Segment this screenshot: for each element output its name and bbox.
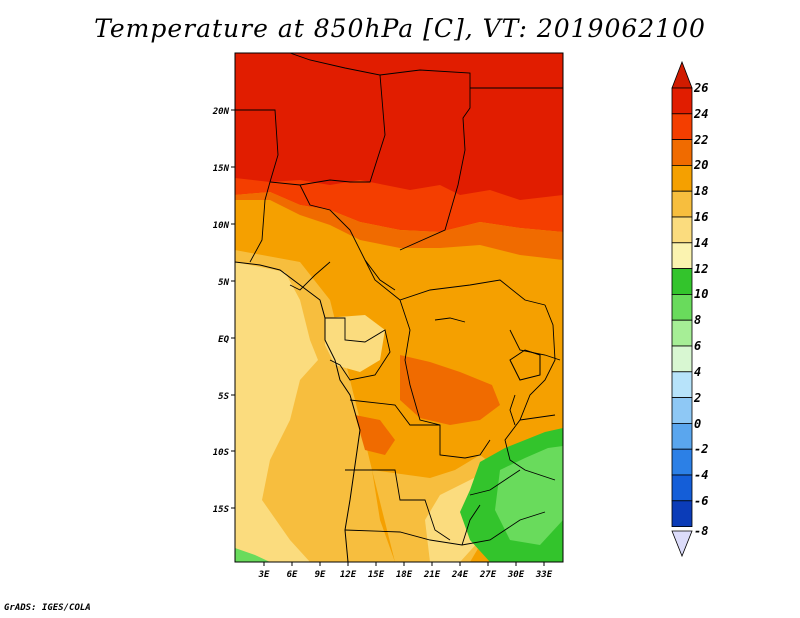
colorbar-band-0-2 bbox=[671, 397, 693, 424]
field-8-10-se bbox=[495, 446, 563, 545]
colorbar-label: 14 bbox=[694, 236, 708, 250]
field-14-16-west bbox=[235, 262, 318, 562]
grads-credit: GrADS: IGES/COLA bbox=[4, 603, 91, 613]
colorbar-band-12-14 bbox=[671, 242, 693, 270]
colorbar-label: 8 bbox=[694, 313, 701, 327]
lon-label: 12E bbox=[340, 570, 357, 580]
lat-label: 20N bbox=[212, 107, 230, 117]
colorbar-label: 20 bbox=[693, 158, 708, 172]
colorbar-label: 24 bbox=[693, 107, 708, 121]
colorbar-over-triangle bbox=[671, 60, 693, 89]
colorbar bbox=[671, 60, 693, 558]
lon-label: 3E bbox=[258, 570, 270, 580]
colorbar-label: -6 bbox=[694, 494, 708, 508]
country-borders bbox=[235, 53, 563, 546]
lon-label: 33E bbox=[535, 570, 553, 580]
colorbar-band-m8-m6 bbox=[671, 500, 693, 527]
lon-axis bbox=[263, 562, 545, 566]
lat-label: 5S bbox=[218, 392, 229, 402]
lat-labels: 20N 15N 10N 5N EQ 5S 10S 15S bbox=[212, 107, 230, 515]
field-20-22-belt bbox=[235, 192, 563, 260]
colorbar-band-m4-m2 bbox=[671, 448, 693, 476]
colorbar-band-8-10 bbox=[671, 293, 693, 321]
temperature-field bbox=[235, 53, 563, 562]
colorbar-label: 10 bbox=[694, 287, 708, 301]
colorbar-under-triangle bbox=[671, 530, 693, 558]
lat-axis bbox=[231, 109, 235, 509]
colorbar-labels: 26 24 22 20 18 16 14 12 10 8 6 4 2 0 -2 … bbox=[693, 81, 708, 538]
colorbar-label: 18 bbox=[694, 184, 708, 198]
colorbar-label: 6 bbox=[694, 339, 701, 353]
lon-label: 15E bbox=[368, 570, 385, 580]
colorbar-band-4-6 bbox=[671, 345, 693, 373]
lat-label: EQ bbox=[218, 335, 229, 345]
lon-label: 24E bbox=[451, 570, 469, 580]
colorbar-label: 12 bbox=[694, 262, 708, 276]
colorbar-band-24-26 bbox=[671, 87, 693, 115]
field-24-26-north bbox=[235, 53, 563, 200]
colorbar-band-22-24 bbox=[671, 113, 693, 141]
colorbar-label: 4 bbox=[694, 365, 701, 379]
colorbar-band-16-18 bbox=[671, 190, 693, 218]
colorbar-label: 16 bbox=[694, 210, 708, 224]
lat-label: 10S bbox=[213, 448, 230, 458]
lat-label: 15S bbox=[213, 505, 230, 515]
lon-label: 18E bbox=[396, 570, 413, 580]
lon-label: 21E bbox=[423, 570, 441, 580]
colorbar-label: 0 bbox=[694, 417, 701, 431]
colorbar-band-14-16 bbox=[671, 216, 693, 244]
map-frame bbox=[234, 52, 564, 563]
colorbar-band-m6-m4 bbox=[671, 474, 693, 502]
colorbar-band-6-8 bbox=[671, 319, 693, 347]
colorbar-label: 2 bbox=[693, 391, 701, 405]
lon-label: 30E bbox=[507, 570, 525, 580]
coastline bbox=[234, 261, 361, 563]
lat-label: 15N bbox=[213, 164, 230, 174]
field-20-22-angola bbox=[355, 415, 395, 455]
colorbar-band-10-12 bbox=[671, 268, 693, 295]
lon-labels: 3E 6E 9E 12E 15E 18E 21E 24E 27E 30E 33E bbox=[258, 570, 553, 580]
colorbar-band-2-4 bbox=[671, 371, 693, 398]
lat-label: 5N bbox=[218, 278, 229, 288]
colorbar-label: -8 bbox=[694, 524, 708, 538]
colorbar-label: -2 bbox=[694, 442, 708, 456]
colorbar-label: -4 bbox=[694, 468, 708, 482]
lon-label: 6E bbox=[287, 570, 298, 580]
colorbar-band-18-20 bbox=[671, 164, 693, 192]
lon-label: 9E bbox=[315, 570, 326, 580]
lat-label: 10N bbox=[213, 221, 230, 231]
field-20-22-congo bbox=[400, 355, 500, 425]
colorbar-label: 26 bbox=[693, 81, 708, 95]
field-10-12-sw-corner bbox=[235, 548, 270, 562]
lake-victoria-outline bbox=[509, 349, 541, 381]
field-14-16-gabon bbox=[325, 315, 385, 372]
colorbar-band-20-22 bbox=[671, 139, 693, 166]
lon-label: 27E bbox=[479, 570, 497, 580]
map-title: Temperature at 850hPa [C], VT: 201906210… bbox=[94, 14, 706, 43]
colorbar-label: 22 bbox=[693, 133, 708, 147]
colorbar-band-m2-0 bbox=[671, 422, 693, 450]
